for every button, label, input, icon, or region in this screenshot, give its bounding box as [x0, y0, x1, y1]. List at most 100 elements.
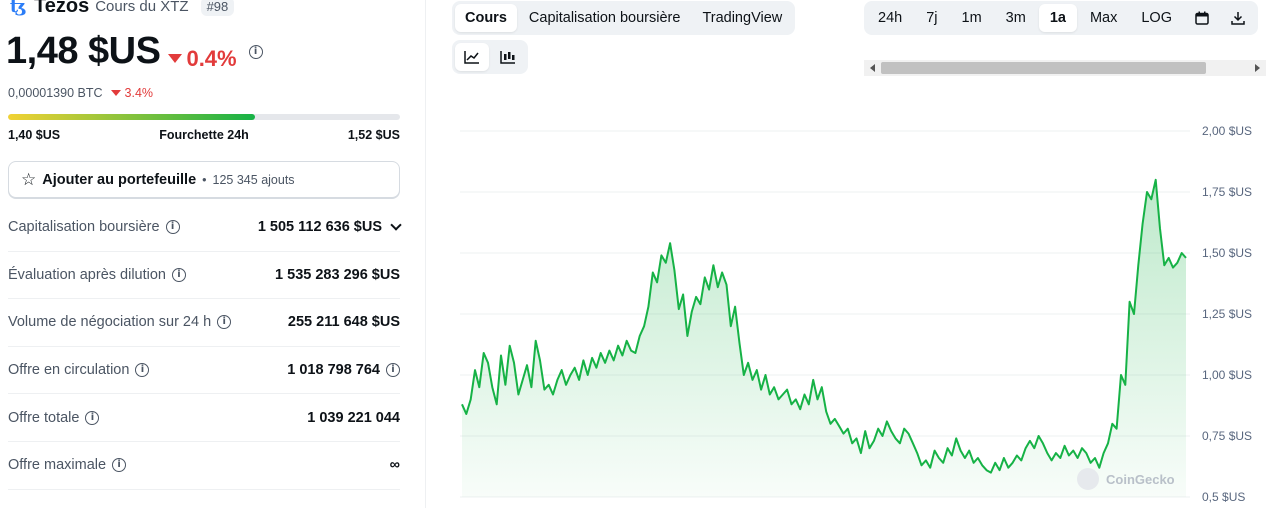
stat-value-text: 1 039 221 044 [307, 409, 400, 426]
info-icon[interactable]: i [386, 363, 400, 378]
coin-title-row: ꜩ Tezos Cours du XTZ #98 [8, 0, 235, 18]
stat-value: ∞ [390, 457, 400, 473]
tab-range-5[interactable]: Max [1089, 10, 1118, 26]
chart-type-tabs [452, 40, 528, 74]
info-icon[interactable]: i [172, 267, 186, 282]
stat-label: Capitalisation boursière i [8, 219, 180, 235]
range-24h-fill [8, 114, 255, 120]
range-24h-bar [8, 114, 400, 120]
stat-label: Offre totale i [8, 409, 100, 426]
stat-label-text: Capitalisation boursière [8, 219, 160, 236]
info-icon[interactable]: i [248, 44, 263, 59]
price-line [461, 178, 1187, 474]
info-icon[interactable]: i [85, 410, 100, 425]
stat-value-text: 1 505 112 636 $US [257, 219, 382, 236]
range-high: 1,52 $US [347, 128, 400, 142]
coin-summary-panel: ꜩ Tezos Cours du XTZ #98 1,48 $US 0.4% i… [0, 0, 426, 508]
add-to-portfolio-button[interactable]: ☆ Ajouter au portefeuille • 125 345 ajou… [8, 161, 400, 198]
time-range-tabs: 24h 7j 1m 3m 1a Max LOG [864, 1, 1258, 35]
scroll-right-icon[interactable] [1255, 64, 1260, 72]
btc-price-row: 0,00001390 BTC 3.4% [8, 86, 153, 100]
stat-value-text: 1 535 283 296 $US [275, 266, 400, 283]
stat-row: Évaluation après dilution i 1 535 283 296 … [8, 252, 400, 300]
tab-view-0[interactable]: Cours [455, 4, 517, 32]
stat-label-text: Volume de négociation sur 24 h [8, 314, 212, 331]
tab-range-4[interactable]: 1a [1038, 4, 1077, 32]
stat-value-text: 1 018 798 764 [287, 362, 380, 379]
coingecko-logo-icon [1077, 468, 1099, 490]
download-button[interactable] [1221, 4, 1255, 32]
stat-row: Offre totale i 1 039 221 044 [8, 394, 400, 442]
portfolio-count: 125 345 ajouts [212, 172, 295, 187]
stat-label: Évaluation après dilution i [8, 267, 186, 283]
chevron-down-icon[interactable] [390, 219, 402, 231]
rank-badge: #98 [200, 0, 235, 16]
scroll-left-icon[interactable] [870, 64, 875, 72]
tab-view-2[interactable]: TradingView [702, 10, 783, 26]
price-chart[interactable]: 2,00 $US 1,75 $US 1,50 $US 1,25 $US 1,00 $US… [440, 100, 1260, 508]
btc-change-value: 3.4% [124, 86, 154, 100]
stat-value: 1 039 221 044 [307, 410, 400, 426]
y-tick-label: 1,00 $US [1202, 368, 1252, 382]
tab-range-6[interactable]: LOG [1141, 10, 1172, 26]
stat-value: 1 505 112 636 $US [257, 219, 402, 236]
coin-name: Tezos [34, 0, 90, 17]
line-chart-icon [464, 51, 479, 64]
stat-label-text: Offre en circulation [8, 362, 130, 379]
stat-label: Volume de négociation sur 24 h i [8, 314, 232, 331]
stat-label-text: Offre totale [8, 409, 80, 426]
stat-label: Offre maximale i [8, 457, 127, 474]
info-icon[interactable]: i [112, 458, 127, 473]
tab-range-1[interactable]: 7j [926, 10, 938, 26]
y-tick-label: 0,5 $US [1202, 490, 1245, 504]
down-arrow-icon [110, 90, 121, 96]
chart-scrollbar[interactable] [864, 60, 1266, 76]
range-label: Fourchette 24h [159, 128, 249, 142]
tab-range-3[interactable]: 3m [1005, 10, 1026, 26]
stat-value: 255 211 648 $US [288, 314, 400, 330]
calendar-icon [1195, 11, 1209, 25]
stat-value: 1 018 798 764 i [287, 362, 400, 378]
stat-row: Volume de négociation sur 24 h i 255 211 6… [8, 299, 400, 347]
tezos-logo-icon: ꜩ [9, 0, 27, 17]
star-icon: ☆ [21, 170, 37, 189]
tab-range-0[interactable]: 24h [878, 10, 903, 26]
candlestick-icon [500, 51, 515, 64]
tab-range-2[interactable]: 1m [961, 10, 982, 26]
y-tick-label: 2,00 $US [1202, 124, 1252, 138]
coin-subtitle: Cours du XTZ [95, 0, 189, 15]
stat-label-text: Offre maximale [8, 457, 107, 474]
stat-row: Offre maximale i ∞ [8, 442, 400, 490]
price-row: 1,48 $US 0.4% i [6, 30, 263, 73]
scrollbar-thumb[interactable] [881, 62, 1206, 74]
tab-view-1[interactable]: Capitalisation boursière [528, 10, 681, 26]
y-tick-label: 1,25 $US [1202, 307, 1252, 321]
btc-price: 0,00001390 BTC [8, 86, 103, 100]
info-icon[interactable]: i [135, 363, 150, 378]
portfolio-separator: • [202, 172, 207, 187]
y-tick-label: 1,75 $US [1202, 185, 1252, 199]
stat-label-text: Évaluation après dilution [8, 266, 166, 283]
current-price: 1,48 $US [6, 30, 161, 72]
range-low: 1,40 $US [8, 128, 61, 142]
stat-value-text: 255 211 648 $US [287, 314, 400, 331]
down-arrow-icon [168, 54, 183, 63]
y-tick-label: 1,50 $US [1202, 246, 1252, 260]
stat-row: Offre en circulation i 1 018 798 764 i [8, 347, 400, 395]
stats-list: Capitalisation boursière i 1 505 112 636 $… [8, 204, 402, 490]
info-icon[interactable]: i [217, 315, 232, 330]
range-24h-labels: 1,40 $US Fourchette 24h 1,52 $US [8, 128, 400, 142]
stat-value: 1 535 283 296 $US [275, 267, 400, 283]
tab-candlestick[interactable] [491, 43, 525, 71]
tab-line-chart[interactable] [455, 43, 489, 71]
stat-value-text: ∞ [389, 457, 400, 474]
price-change: 0.4% [168, 45, 237, 72]
price-area-fill [462, 179, 1186, 498]
info-icon[interactable]: i [165, 220, 180, 235]
y-tick-label: 0,75 $US [1202, 429, 1252, 443]
stat-row: Capitalisation boursière i 1 505 112 636 $… [8, 204, 402, 252]
calendar-button[interactable] [1185, 4, 1219, 32]
price-change-value: 0.4% [186, 45, 237, 71]
portfolio-label: Ajouter au portefeuille [42, 171, 197, 188]
chart-watermark: CoinGecko [1106, 472, 1175, 487]
